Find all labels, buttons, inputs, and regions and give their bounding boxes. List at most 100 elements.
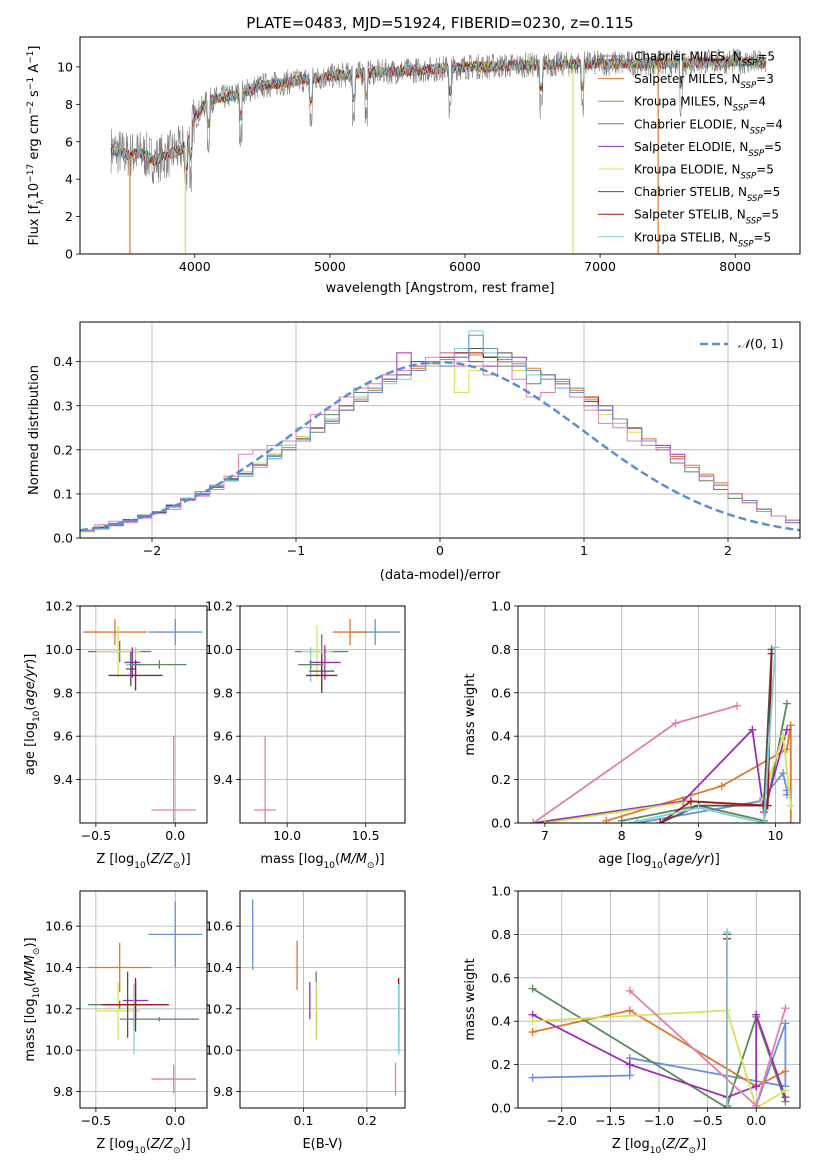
x-tick-label: −0.5 (692, 1113, 722, 1128)
weight-series (532, 1023, 787, 1107)
weight-marker (625, 1060, 634, 1069)
label-part: ] (27, 46, 42, 51)
weight-marker (781, 1067, 790, 1076)
y-tick-label: 0.2 (491, 1057, 511, 1072)
weight-marker (786, 801, 795, 810)
panel-2: −0.5 0.09.49.69.810.010.2Z [log10(Z/Z⊙)]a… (23, 599, 208, 871)
plot-area (254, 619, 401, 823)
label-part: )] (696, 1137, 706, 1152)
x-tick-label: 0.0 (165, 1113, 185, 1128)
y-tick-label: 10.4 (45, 960, 73, 975)
weight-marker (782, 699, 791, 708)
legend-label: Chabrier STELIB, NSSP=5 (634, 185, 780, 204)
y-tick-label: 9.6 (213, 729, 233, 744)
label-part: −1 (26, 77, 36, 90)
legend-label: Kroupa MILES, NSSP=4 (634, 95, 766, 114)
label-part: −17 (26, 164, 36, 183)
weight-marker (528, 984, 537, 993)
x-axis-label: age [log10(age/yr)] (598, 852, 720, 871)
y-tick-label: 10.2 (45, 599, 73, 614)
weight-marker (540, 819, 549, 823)
y-tick-label: 0.6 (491, 685, 511, 700)
weight-series (533, 727, 788, 823)
label-part: ( (23, 982, 38, 987)
x-axis-label: (data-model)/error (380, 568, 501, 583)
y-tick-label: 0.0 (491, 1101, 511, 1116)
plot-area (87, 901, 203, 1094)
weight-marker (625, 1071, 634, 1080)
x-tick-label: −1.0 (644, 1113, 674, 1128)
legend-tail: =4 (765, 117, 783, 131)
panel-7: −2.0 −1.5 −1.0 −0.5 0.0 0.0 0.2 0.4 0.6 0.8 1.0 Z [… (463, 884, 801, 1156)
label-part: ⊙ (32, 948, 42, 956)
x-axis-label: wavelength [Angstrom, rest frame] (326, 281, 555, 296)
label-part: Z [log (612, 1137, 650, 1152)
y-tick-label: 10 (57, 59, 73, 74)
legend-label: Salpeter MILES, NSSP=3 (634, 72, 774, 91)
errorbar-point (254, 736, 277, 823)
normal-curve (80, 360, 800, 532)
x-tick-label: 0.2 (357, 1113, 377, 1128)
label-part: ( (663, 852, 668, 867)
weight-marker (625, 986, 634, 995)
weight-marker (781, 1004, 790, 1013)
weight-marker (528, 1073, 537, 1082)
label-part: ( (23, 706, 38, 711)
weight-marker (625, 1006, 634, 1015)
spectrum-model (110, 55, 767, 170)
legend-text: Kroupa ELODIE, N (634, 163, 741, 177)
weight-marker (529, 819, 538, 823)
label-part: ⊙ (367, 861, 375, 871)
label-part: Z/Z (150, 1137, 174, 1152)
label-part: A (27, 64, 42, 77)
panel-6: 0.1 0.2 9.8 10.0 10.2 10.4 10.6 E(B-V) (205, 890, 406, 1152)
errorbar-point (301, 625, 333, 678)
weight-marker (752, 1082, 761, 1091)
legend-tail: =5 (756, 163, 774, 177)
label-part: mass [log (260, 852, 323, 867)
label-part: ( (146, 1137, 151, 1152)
axes-frame (517, 890, 801, 1109)
y-tick-label: 0.8 (491, 642, 511, 657)
errorbar-point (119, 1017, 200, 1022)
legend-tail: =5 (763, 185, 781, 199)
weight-marker (686, 797, 695, 806)
y-axis-label: mass weight (463, 958, 478, 1040)
errorbar-point (95, 625, 141, 678)
label-part: )] (23, 937, 38, 947)
y-tick-label: 0.3 (53, 398, 73, 413)
y-tick-label: 1.0 (491, 884, 511, 899)
legend-label: Kroupa ELODIE, NSSP=5 (634, 163, 774, 182)
x-tick-label: −0.5 (81, 1113, 111, 1128)
legend-sub: SSP (747, 194, 763, 204)
label-part: )] (181, 1137, 191, 1152)
plot-area (528, 928, 790, 1108)
errorbar-point (87, 942, 152, 993)
weight-marker (633, 819, 642, 823)
label-part: erg cm (27, 114, 42, 163)
label-part: age/yr (668, 852, 711, 867)
weight-series (621, 703, 788, 822)
y-tick-label: 0 (65, 247, 73, 262)
y-axis-label: mass weight (463, 673, 478, 755)
y-axis-label: age [log10(age/yr)] (23, 654, 42, 776)
label-part: )] (374, 852, 384, 867)
plot-area (529, 643, 795, 823)
legend-rest: (0, 1) (750, 336, 784, 351)
label-part: Z [log (96, 852, 134, 867)
weight-series (659, 649, 773, 823)
legend-text: Salpeter STELIB, N (634, 208, 746, 222)
legend-tail: =3 (756, 72, 774, 86)
y-tick-label: 4 (65, 172, 73, 187)
weight-marker (759, 819, 768, 823)
errorbar-point (126, 651, 136, 687)
panel-5: −0.5 0.09.810.010.210.410.6Z [log10(Z/Z⊙)… (23, 890, 208, 1156)
errorbar-point (132, 660, 187, 669)
weight-marker (694, 803, 703, 812)
errorbar-point (102, 977, 169, 1032)
axes-frame (79, 890, 208, 1109)
y-tick-label: 9.6 (53, 729, 73, 744)
errorbar-point (108, 660, 163, 691)
label-part: 10 (324, 861, 336, 871)
y-tick-label: 9.8 (53, 685, 73, 700)
